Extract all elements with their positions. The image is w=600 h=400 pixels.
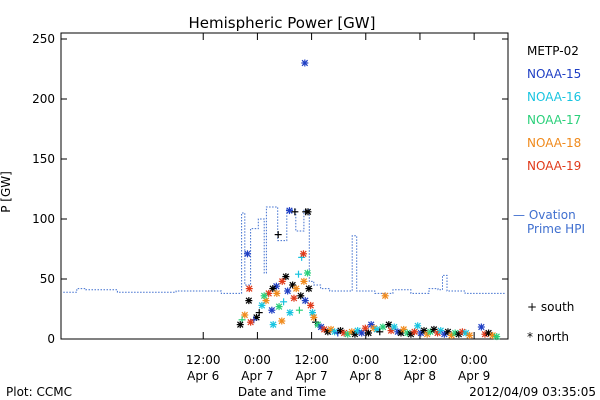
- north-point: [297, 292, 305, 300]
- north-point: [387, 327, 395, 335]
- north-point: [310, 313, 318, 321]
- north-point: [364, 329, 372, 337]
- north-point: [265, 289, 273, 297]
- north-point: [268, 306, 276, 314]
- legend-marker-label: * north: [527, 330, 569, 344]
- legend-series-label: NOAA-18: [527, 136, 581, 150]
- plot-frame: [60, 32, 509, 340]
- north-point: [301, 297, 309, 305]
- north-point: [292, 285, 300, 293]
- x-tick-label-date: Apr 7: [295, 369, 327, 383]
- north-point: [260, 292, 268, 300]
- x-tick-label-date: Apr 7: [241, 369, 273, 383]
- y-tick-label: 50: [40, 272, 55, 286]
- x-tick-label-time: 0:00: [244, 353, 271, 367]
- north-point: [300, 277, 308, 285]
- north-point: [245, 285, 253, 293]
- north-point: [286, 309, 294, 317]
- north-point: [307, 301, 315, 309]
- south-point: [376, 328, 384, 336]
- y-tick-label: 200: [32, 92, 55, 106]
- south-point: [295, 306, 303, 314]
- north-point: [275, 303, 283, 311]
- legend-series-label: NOAA-17: [527, 113, 581, 127]
- north-point: [381, 292, 389, 300]
- north-point: [477, 323, 485, 331]
- x-tick-label-date: Apr 6: [187, 369, 219, 383]
- south-point: [294, 270, 302, 278]
- north-point: [351, 330, 359, 338]
- north-point: [285, 207, 293, 215]
- north-point: [379, 323, 387, 331]
- north-point: [278, 277, 286, 285]
- legend-series-label: NOAA-19: [527, 159, 581, 173]
- legend-ovation-label-2: Prime HPI: [527, 222, 585, 236]
- north-point: [258, 301, 266, 309]
- x-tick-label-date: Apr 8: [350, 369, 382, 383]
- legend-marker-label: + south: [527, 300, 574, 314]
- north-point: [241, 311, 249, 319]
- south-point: [302, 208, 310, 216]
- north-point: [367, 321, 375, 329]
- north-point: [236, 321, 244, 329]
- north-point: [385, 321, 393, 329]
- north-point: [466, 331, 474, 339]
- north-point: [290, 294, 298, 302]
- north-point: [278, 317, 286, 325]
- north-point: [493, 333, 501, 341]
- north-point: [414, 322, 422, 330]
- north-point: [411, 328, 419, 336]
- north-point: [299, 250, 307, 258]
- x-axis-label: Date and Time: [238, 385, 326, 399]
- north-point: [305, 285, 313, 293]
- north-point: [284, 287, 292, 295]
- y-tick-label: 100: [32, 212, 55, 226]
- chart-title: Hemispheric Power [GW]: [189, 14, 376, 32]
- y-tick-label: 150: [32, 152, 55, 166]
- north-point: [273, 289, 281, 297]
- south-point: [280, 298, 288, 306]
- legend-series-label: NOAA-16: [527, 90, 581, 104]
- north-point: [247, 318, 255, 326]
- south-point: [291, 208, 299, 216]
- legend-series-label: NOAA-15: [527, 67, 581, 81]
- legend: METP-02 NOAA-15 NOAA-16 NOAA-17 NOAA-18 NOAA-…: [513, 44, 585, 344]
- x-tick-label-time: 12:00: [186, 353, 221, 367]
- north-point: [245, 297, 253, 305]
- north-point: [390, 323, 398, 331]
- north-point: [269, 321, 277, 329]
- x-tick-label-date: Apr 8: [404, 369, 436, 383]
- x-tick-label-time: 0:00: [352, 353, 379, 367]
- north-point: [308, 309, 316, 317]
- north-point: [361, 324, 369, 332]
- north-point: [282, 273, 290, 281]
- north-point: [397, 329, 405, 337]
- y-tick-label: 250: [32, 32, 55, 46]
- plot-area: [63, 59, 506, 341]
- x-tick-label-date: Apr 9: [458, 369, 490, 383]
- north-point: [243, 250, 251, 258]
- x-tick-label-time: 12:00: [403, 353, 438, 367]
- x-tick-label-time: 0:00: [461, 353, 488, 367]
- north-point: [304, 269, 312, 277]
- south-point: [274, 231, 282, 239]
- legend-series-label: METP-02: [527, 44, 579, 58]
- y-tick-label: 0: [47, 332, 55, 346]
- north-point: [358, 329, 366, 337]
- ovation-hpi-line: [63, 206, 506, 294]
- north-point: [331, 328, 339, 336]
- y-axis-label: P [GW]: [0, 171, 13, 213]
- footer-right: 2012/04/09 03:35:05: [469, 385, 596, 399]
- north-point: [301, 59, 309, 67]
- legend-ovation-label: — Ovation: [513, 208, 576, 222]
- x-axis: 12:00 Apr 6 0:00 Apr 7 12:00 Apr 7 0:00 Apr 8 12…: [186, 33, 490, 383]
- footer-left: Plot: CCMC: [6, 385, 72, 399]
- x-tick-label-time: 12:00: [294, 353, 329, 367]
- y-axis: 0 50 100 150 200 250: [32, 32, 508, 346]
